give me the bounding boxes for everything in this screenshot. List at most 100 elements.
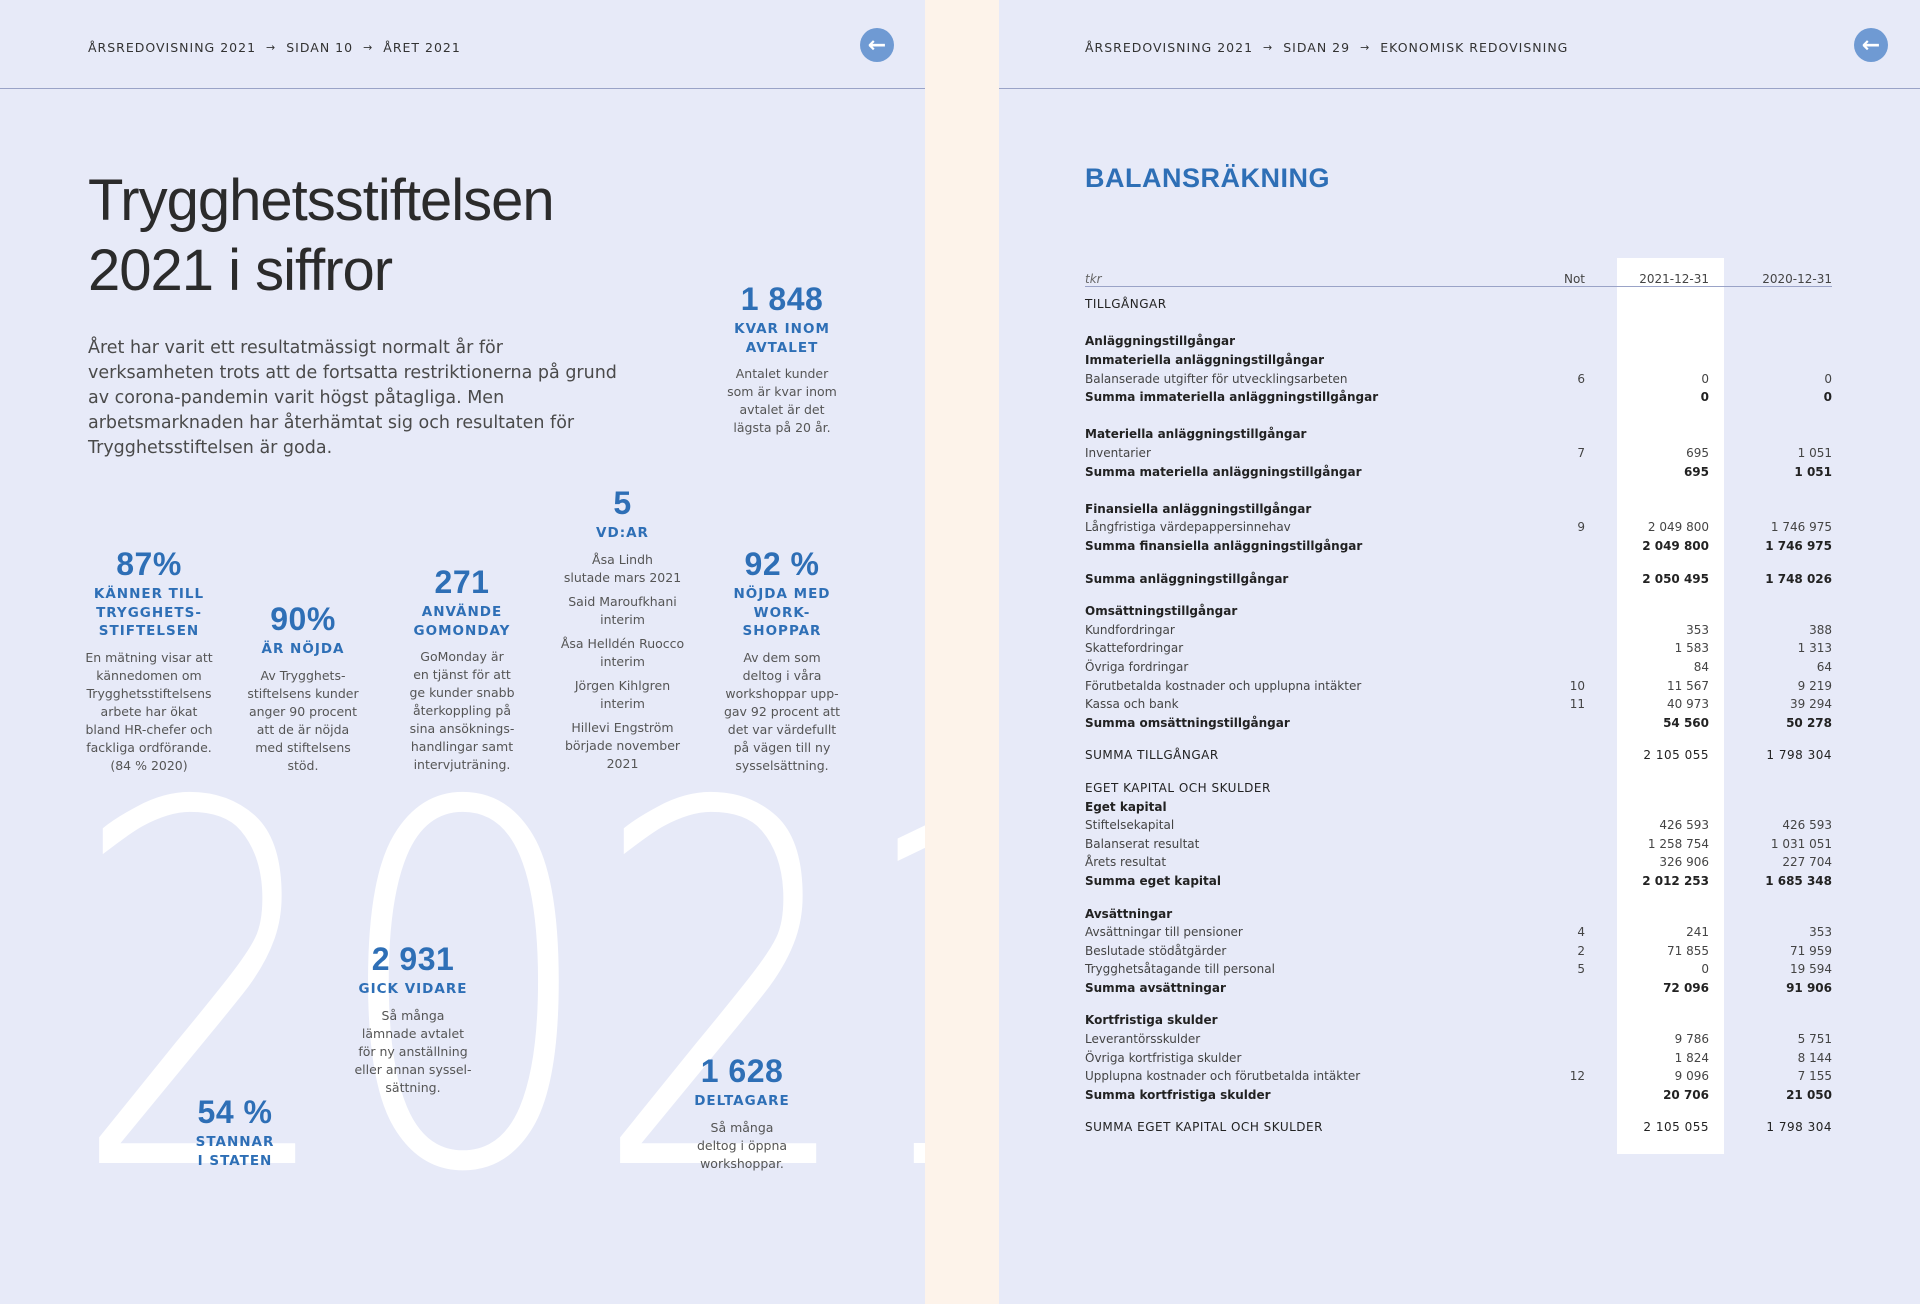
table-section-heading: Kortfristiga skulder bbox=[1085, 1011, 1832, 1030]
row-label: Övriga kortfristiga skulder bbox=[1085, 1050, 1242, 1065]
row-value-2021: 1 583 bbox=[1674, 641, 1709, 656]
row-value-2020: 0 bbox=[1823, 390, 1832, 405]
breadcrumb-item[interactable]: EKONOMISK REDOVISNING bbox=[1380, 40, 1569, 55]
row-spacer bbox=[1085, 890, 1832, 904]
table-row: Balanserade utgifter för utvecklingsarbe… bbox=[1085, 369, 1832, 388]
vd-list-item: Åsa Helldén Ruocco interim bbox=[560, 635, 685, 669]
row-note: 2 bbox=[1577, 943, 1585, 958]
table-total-row: Summa immateriella anläggningstillgångar… bbox=[1085, 388, 1832, 407]
row-label: SUMMA EGET KAPITAL OCH SKULDER bbox=[1085, 1120, 1323, 1135]
vd-list-item: Jörgen Kihlgren interim bbox=[574, 677, 671, 711]
table-section-heading: Avsättningar bbox=[1085, 904, 1832, 923]
page-title: Trygghetsstiftelsen 2021 i siffror bbox=[88, 166, 555, 306]
row-value-2021: 0 bbox=[1701, 371, 1709, 386]
back-button[interactable]: ← bbox=[1854, 28, 1888, 62]
row-label: Leverantörsskulder bbox=[1085, 1032, 1201, 1047]
stat-number: 54 % bbox=[197, 1094, 273, 1130]
intro-text: Året har varit ett resultatmässigt norma… bbox=[88, 338, 617, 458]
table-section-heading: Immateriella anläggningstillgångar bbox=[1085, 351, 1832, 370]
row-spacer bbox=[1085, 555, 1832, 569]
row-value-2021: 0 bbox=[1700, 390, 1709, 405]
table-total-row: Summa eget kapital 2 012 253 1 685 348 bbox=[1085, 872, 1832, 891]
table-total-row: Summa finansiella anläggningstillgångar 2… bbox=[1085, 537, 1832, 556]
stat-vdar: 5 VD:AR Åsa Lindh slutade mars 2021 Said… bbox=[550, 484, 695, 773]
row-value-2020: 1 798 304 bbox=[1766, 1120, 1832, 1135]
row-value-2021: 20 706 bbox=[1663, 1087, 1709, 1102]
row-value-2021: 241 bbox=[1686, 925, 1709, 940]
row-label: Skattefordringar bbox=[1085, 641, 1184, 656]
stat-description: Av Trygghets- stiftelsens kunder anger 9… bbox=[247, 667, 359, 773]
row-value-2020: 7 155 bbox=[1797, 1069, 1832, 1084]
row-value-2020: 5 751 bbox=[1797, 1032, 1832, 1047]
row-value-2020: 50 278 bbox=[1786, 715, 1832, 730]
row-label: Summa anläggningstillgångar bbox=[1085, 571, 1289, 586]
stat-description: Så många deltog i öppna workshoppar. bbox=[696, 1119, 788, 1171]
stat-label: VD:AR bbox=[596, 525, 649, 541]
breadcrumb-item[interactable]: ÅRSREDOVISNING 2021 bbox=[1085, 40, 1254, 55]
row-value-2020: 0 bbox=[1824, 371, 1832, 386]
table-section-heading: Finansiella anläggningstillgångar bbox=[1085, 500, 1832, 519]
stat-number: 1 848 bbox=[740, 281, 824, 317]
row-value-2021: 9 096 bbox=[1674, 1069, 1709, 1084]
row-spacer bbox=[1085, 765, 1832, 779]
chevron-right-icon: → bbox=[266, 41, 277, 54]
back-button[interactable]: ← bbox=[860, 28, 894, 62]
row-value-2021: 2 012 253 bbox=[1642, 873, 1709, 888]
row-value-2021: 2 049 800 bbox=[1642, 539, 1709, 554]
breadcrumb-item[interactable]: ÅRSREDOVISNING 2021 bbox=[88, 40, 257, 55]
row-spacer bbox=[1085, 314, 1832, 333]
row-label: EGET KAPITAL OCH SKULDER bbox=[1085, 780, 1271, 795]
stat-number: 271 bbox=[434, 564, 490, 600]
header-bar: ÅRSREDOVISNING 2021 → SIDAN 29 → EKONOMI… bbox=[999, 0, 1920, 89]
balance-sheet-table: tkr Not 2021-12-31 2020-12-31 TILLGÅNGAR… bbox=[1085, 266, 1832, 1137]
row-value-2021: 2 049 800 bbox=[1647, 520, 1709, 535]
row-spacer bbox=[1085, 407, 1832, 426]
row-value-2020: 1 746 975 bbox=[1770, 520, 1832, 535]
column-header-not: Not bbox=[1563, 272, 1585, 286]
row-value-2021: 84 bbox=[1693, 659, 1709, 674]
row-label: Summa materiella anläggningstillgångar bbox=[1085, 464, 1362, 479]
stat-label: GICK VIDARE bbox=[358, 981, 468, 997]
row-value-2020: 39 294 bbox=[1790, 697, 1832, 712]
row-value-2021: 1 824 bbox=[1674, 1050, 1709, 1065]
row-note: 7 bbox=[1577, 446, 1585, 461]
row-label: Kassa och bank bbox=[1085, 697, 1179, 712]
breadcrumb-item[interactable]: SIDAN 29 bbox=[1283, 40, 1351, 55]
vd-list-item: Hillevi Engström började november 2021 bbox=[564, 719, 681, 771]
stat-label: ÄR NÖJDA bbox=[261, 641, 345, 657]
table-row: Förutbetalda kostnader och upplupna intä… bbox=[1085, 676, 1832, 695]
row-label: Summa immateriella anläggningstillgångar bbox=[1085, 390, 1379, 405]
row-label: Eget kapital bbox=[1085, 799, 1167, 814]
stat-number: 90% bbox=[270, 601, 336, 637]
row-label: Summa avsättningar bbox=[1085, 980, 1226, 995]
row-value-2020: 71 959 bbox=[1790, 943, 1832, 958]
stat-kvar-inom-avtalet: 1 848 KVAR INOM AVTALET Antalet kunder s… bbox=[712, 280, 852, 437]
row-label: Omsättningstillgångar bbox=[1085, 604, 1238, 619]
row-value-2021: 2 105 055 bbox=[1643, 1120, 1709, 1135]
breadcrumb-item[interactable]: ÅRET 2021 bbox=[383, 40, 461, 55]
row-label: TILLGÅNGAR bbox=[1085, 297, 1167, 312]
breadcrumb-item[interactable]: SIDAN 10 bbox=[286, 40, 354, 55]
table-header: tkr Not 2021-12-31 2020-12-31 bbox=[1085, 266, 1832, 287]
row-value-2021: 695 bbox=[1683, 464, 1709, 479]
table-row: Övriga fordringar 84 64 bbox=[1085, 658, 1832, 677]
row-value-2021: 54 560 bbox=[1663, 715, 1709, 730]
row-label: Materiella anläggningstillgångar bbox=[1085, 427, 1307, 442]
current-year-highlight bbox=[1617, 258, 1724, 1154]
row-note: 9 bbox=[1577, 520, 1585, 535]
table-row: Övriga kortfristiga skulder 1 824 8 144 bbox=[1085, 1048, 1832, 1067]
row-value-2020: 353 bbox=[1809, 925, 1832, 940]
table-row: Trygghetsåtagande till personal 5 0 19 594 bbox=[1085, 960, 1832, 979]
stat-label: ANVÄNDE GOMONDAY bbox=[413, 604, 511, 639]
table-total-row: SUMMA EGET KAPITAL OCH SKULDER 2 105 055 1… bbox=[1085, 1118, 1832, 1137]
table-total-row: SUMMA TILLGÅNGAR 2 105 055 1 798 304 bbox=[1085, 746, 1832, 765]
row-label: Förutbetalda kostnader och upplupna intä… bbox=[1085, 678, 1362, 693]
row-note: 11 bbox=[1569, 697, 1585, 712]
table-row: Avsättningar till pensioner 4 241 353 bbox=[1085, 923, 1832, 942]
row-note: 12 bbox=[1569, 1069, 1585, 1084]
row-spacer bbox=[1085, 732, 1832, 746]
row-label: Inventarier bbox=[1085, 446, 1151, 461]
row-value-2021: 11 567 bbox=[1667, 678, 1709, 693]
stat-number: 92 % bbox=[744, 546, 820, 582]
row-value-2020: 21 050 bbox=[1786, 1087, 1832, 1102]
